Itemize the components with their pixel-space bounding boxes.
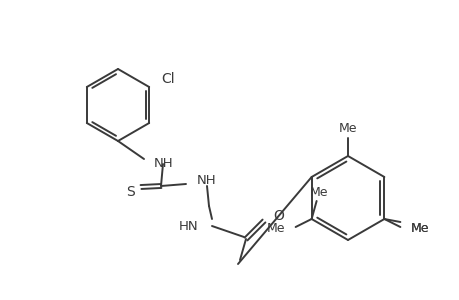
Text: Me: Me <box>267 223 285 236</box>
Text: HN: HN <box>178 220 197 233</box>
Text: Cl: Cl <box>161 72 174 86</box>
Text: O: O <box>272 209 283 223</box>
Text: Me: Me <box>409 221 428 235</box>
Text: Me: Me <box>309 187 327 200</box>
Text: NH: NH <box>154 157 173 169</box>
Text: S: S <box>126 185 135 199</box>
Text: Me: Me <box>409 223 428 236</box>
Text: Me: Me <box>338 122 357 134</box>
Text: NH: NH <box>196 175 216 188</box>
